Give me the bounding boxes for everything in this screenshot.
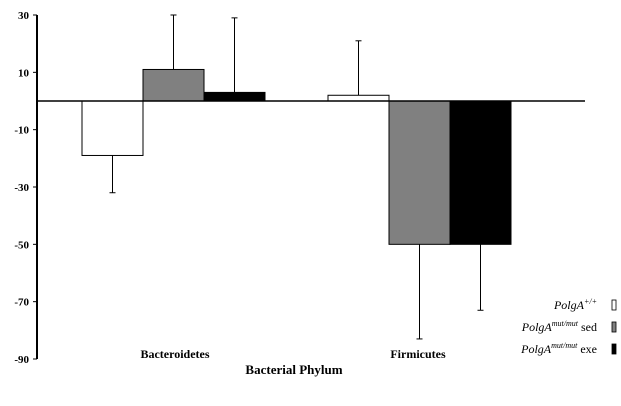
legend-label: PolgAmut/mut sed	[521, 319, 597, 334]
y-tick-label: -50	[14, 239, 29, 251]
bar-firmicutes-series-3	[449, 100, 512, 245]
bar-bacteroidetes-series-2	[142, 68, 205, 102]
y-axis-ticks: 30 10 -10 -30 -50 -70 -90	[14, 10, 37, 366]
y-tick-label: 30	[18, 10, 30, 22]
bar-bacteroidetes-series-1	[81, 100, 144, 156]
y-tick-label: -70	[14, 297, 29, 309]
y-tick-label: 10	[18, 67, 30, 79]
legend-swatch	[611, 299, 617, 311]
y-tick-label: -90	[14, 354, 29, 366]
legend-swatch	[611, 321, 617, 333]
legend-label: PolgAmut/mut exe	[520, 341, 597, 356]
bar-firmicutes-series-2	[388, 100, 451, 245]
error-bars-layer	[109, 14, 484, 340]
x-category-label: Bacteroidetes	[140, 347, 209, 361]
bar-firmicutes-series-1	[327, 94, 390, 102]
legend-item: PolgAmut/mut sed	[521, 319, 617, 334]
legend-swatch	[611, 343, 617, 355]
legend-item: PolgAmut/mut exe	[520, 341, 617, 356]
y-tick-label: -30	[14, 182, 29, 194]
legend-label: PolgA+/+	[553, 297, 597, 312]
x-category-labels: Bacteroidetes Firmicutes	[140, 347, 446, 361]
bars-layer	[81, 68, 512, 245]
x-category-label: Firmicutes	[390, 347, 446, 361]
bar-bacteroidetes-series-3	[203, 91, 266, 102]
legend-item: PolgA+/+	[553, 297, 617, 312]
x-axis-title: Bacterial Phylum	[245, 362, 342, 377]
y-tick-label: -10	[14, 125, 29, 137]
legend: PolgA+/+ PolgAmut/mut sed PolgAmut/mut exe	[520, 297, 617, 356]
